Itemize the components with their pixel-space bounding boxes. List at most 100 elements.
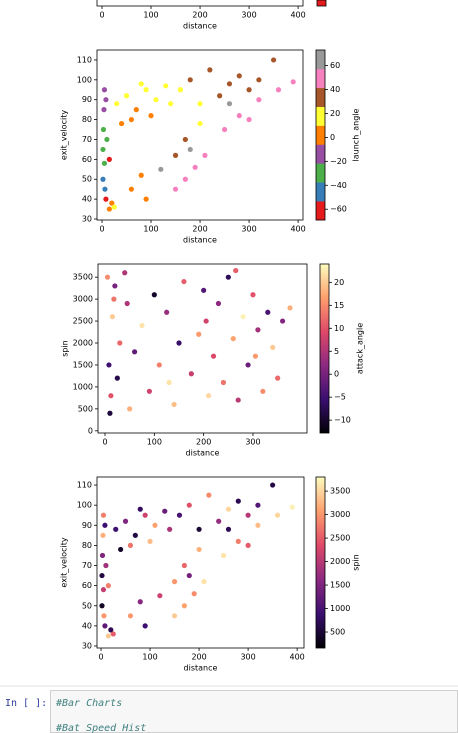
point: [197, 101, 203, 107]
point: [127, 613, 134, 619]
point: [153, 97, 159, 103]
point: [182, 176, 188, 182]
point: [104, 136, 110, 143]
colorbar-tick-label: 500: [330, 628, 345, 637]
point: [101, 613, 107, 619]
x-tick-label: 400: [290, 11, 305, 20]
point: [203, 318, 209, 324]
point: [122, 518, 129, 524]
point: [128, 186, 135, 192]
x-axis-label: distance: [183, 236, 217, 245]
point: [162, 508, 168, 514]
point: [196, 331, 202, 337]
y-tick-label: 30: [82, 641, 92, 650]
point: [270, 344, 276, 351]
point: [289, 504, 295, 510]
point: [279, 318, 286, 324]
point: [225, 526, 232, 532]
y-tick-label: 100: [77, 501, 92, 510]
colorbar-tick-label: 20: [334, 278, 344, 287]
point: [101, 87, 108, 93]
colorbar-tick-label: 10: [334, 324, 344, 333]
colorbar-tick-label: −40: [330, 181, 347, 190]
point: [186, 502, 192, 508]
y-tick-label: 60: [82, 155, 92, 164]
point: [107, 410, 113, 416]
colorbar-segment: [316, 125, 325, 145]
point: [216, 518, 222, 524]
point: [114, 375, 120, 381]
point: [112, 283, 118, 289]
point: [226, 81, 233, 87]
colorbar-segment: [316, 144, 325, 164]
x-tick-label: 200: [191, 653, 206, 662]
point: [117, 340, 123, 346]
colorbar-segment: [316, 201, 325, 221]
x-tick-label: 100: [147, 438, 162, 447]
point: [256, 97, 262, 103]
colorbar-tick-label: 0: [334, 370, 339, 379]
point: [226, 101, 233, 107]
colorbar-tick-label: 60: [330, 61, 340, 70]
point: [270, 57, 277, 63]
point: [118, 546, 124, 553]
point: [192, 164, 198, 170]
colorbar-frame: [319, 263, 330, 434]
point: [101, 160, 108, 166]
y-tick-label: 1000: [73, 382, 93, 391]
colorbar-tick-label: 2000: [330, 557, 350, 566]
point: [105, 583, 111, 589]
cell-prompt: In [ ]:: [5, 698, 47, 709]
y-tick-label: 40: [82, 195, 92, 204]
point: [113, 526, 119, 532]
point: [103, 97, 109, 103]
point: [137, 506, 143, 512]
x-tick-label: 0: [99, 11, 104, 20]
point: [196, 526, 202, 532]
point: [191, 591, 197, 597]
point: [100, 126, 107, 133]
colorbar-segment: [316, 182, 325, 202]
point: [240, 314, 246, 320]
point: [106, 206, 112, 212]
point: [156, 362, 162, 368]
point: [139, 322, 145, 329]
y-tick-label: 90: [82, 521, 92, 530]
y-tick-label: 110: [77, 481, 92, 490]
point: [172, 152, 179, 158]
colorbar-tick-label: 0: [330, 133, 335, 142]
y-tick-label: 3000: [73, 295, 93, 304]
colorbar-tick-label: 2500: [330, 534, 350, 543]
point: [151, 292, 157, 298]
point: [102, 522, 108, 528]
colorbar-tick-label: −10: [334, 416, 351, 425]
point: [255, 502, 261, 508]
point: [225, 274, 231, 280]
colorbar-fragment: [316, 0, 327, 7]
point: [188, 371, 194, 377]
point: [109, 314, 116, 320]
point: [220, 552, 227, 559]
y-tick-label: 100: [77, 75, 92, 84]
point: [114, 101, 120, 107]
point: [100, 176, 106, 182]
colorbar-segment: [316, 163, 325, 183]
point: [256, 77, 262, 83]
x-tick-label: 200: [192, 11, 207, 20]
point: [186, 572, 192, 579]
x-axis-label: distance: [183, 22, 217, 31]
colorbar-tick-label: 40: [330, 85, 340, 94]
x-tick-label: 100: [143, 225, 158, 234]
y-axis-label: exit_velocity: [60, 537, 69, 587]
point: [167, 526, 173, 532]
plot-frame: [96, 476, 305, 649]
x-tick-label: 300: [241, 225, 256, 234]
point: [181, 562, 187, 569]
colorbar-frame: [315, 49, 326, 221]
point: [255, 327, 261, 333]
point: [122, 270, 128, 276]
colorbar-segment: [316, 106, 325, 126]
point: [221, 126, 228, 133]
point: [104, 274, 111, 280]
point: [172, 186, 179, 192]
